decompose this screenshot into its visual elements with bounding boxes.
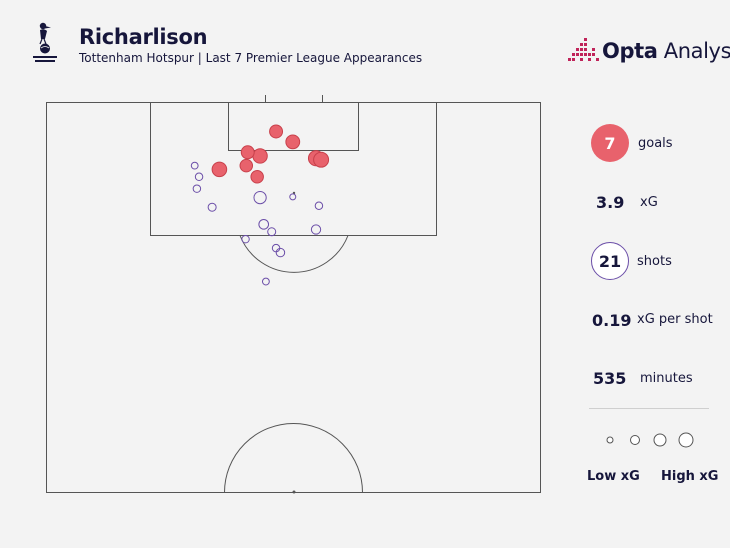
- goal-marker-7: [239, 158, 254, 173]
- shot-marker-11: [241, 234, 250, 244]
- shot-marker-13: [275, 247, 286, 258]
- goal: [265, 95, 323, 103]
- shot-marker-5: [253, 190, 267, 205]
- goal-marker-9: [211, 161, 228, 178]
- shot-marker-8: [258, 219, 270, 230]
- shot-marker-1: [190, 161, 199, 170]
- pitch-outline: [46, 102, 541, 493]
- opta-bars-icon: [568, 38, 599, 61]
- minutes-value: 535: [593, 369, 627, 388]
- goals-badge: 7: [591, 124, 629, 162]
- shot-marker-9: [267, 227, 277, 237]
- xg-per-shot-value: 0.19: [592, 311, 632, 330]
- legend-size-3: [653, 433, 667, 447]
- goals-value: 7: [604, 133, 616, 153]
- minutes-label: minutes: [640, 371, 693, 386]
- tottenham-crest-logo: [33, 22, 57, 62]
- xg-per-shot-label: xG per shot: [637, 312, 713, 327]
- shot-map-pitch: [46, 95, 541, 494]
- legend-size-4: [678, 432, 694, 448]
- legend-size-1: [606, 436, 614, 444]
- shots-badge: 21: [591, 242, 629, 280]
- chart-subtitle: Tottenham Hotspur | Last 7 Premier Leagu…: [79, 51, 423, 65]
- stats-divider: [589, 408, 709, 409]
- shot-marker-10: [310, 224, 322, 235]
- goals-layer: [211, 124, 330, 184]
- brand-name: Opta Analyst: [602, 39, 730, 63]
- shot-marker-4: [207, 202, 217, 212]
- player-name: Richarlison: [79, 25, 208, 49]
- xg-size-legend: [606, 432, 694, 448]
- goal-marker-5: [313, 151, 330, 168]
- shots-label: shots: [637, 254, 672, 269]
- goal-marker-2: [285, 134, 301, 150]
- shots-value: 21: [598, 251, 622, 271]
- goal-marker-6: [240, 145, 255, 160]
- goal-marker-8: [250, 170, 264, 184]
- penalty-arc: [239, 235, 349, 273]
- shot-marker-3: [192, 184, 202, 193]
- legend-low-xg: Low xG: [587, 469, 640, 484]
- shots-layer: [190, 161, 324, 286]
- legend-high-xg: High xG: [661, 469, 719, 484]
- goals-label: goals: [638, 136, 673, 151]
- brand-name-bold: Opta: [602, 39, 658, 63]
- brand-name-rest: Analyst: [663, 39, 730, 63]
- goal-marker-1: [269, 124, 284, 139]
- centre-spot: [292, 490, 296, 494]
- opta-analyst-logo: Opta Analyst: [568, 36, 730, 66]
- xg-label: xG: [640, 195, 658, 210]
- shot-marker-6: [289, 193, 297, 201]
- centre-circle: [224, 423, 363, 493]
- shot-marker-7: [314, 201, 324, 210]
- shot-marker-2: [194, 172, 204, 182]
- legend-size-2: [630, 435, 640, 445]
- goal-marker-3: [252, 148, 268, 164]
- xg-value: 3.9: [596, 193, 625, 212]
- shot-marker-14: [261, 277, 270, 286]
